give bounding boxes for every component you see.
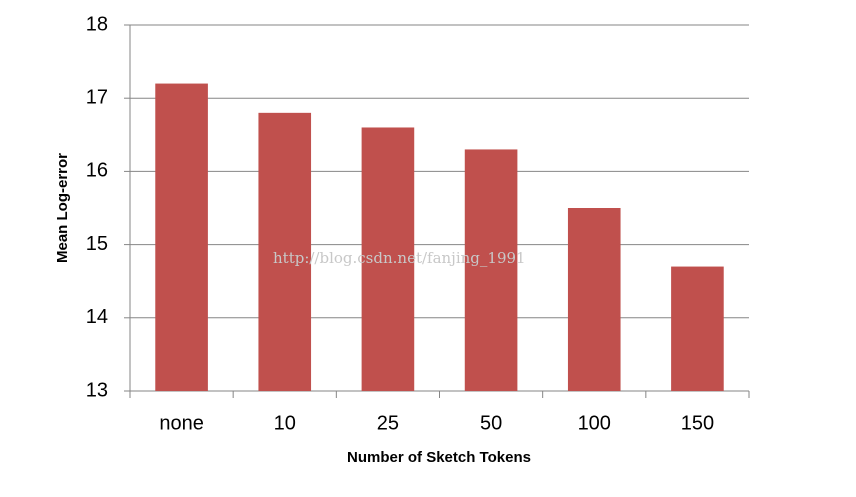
y-tick-label: 17 (86, 86, 108, 108)
bar (361, 127, 415, 391)
bar (155, 83, 208, 391)
x-axis-title: Number of Sketch Tokens (347, 449, 531, 466)
x-tick-label: 100 (578, 412, 611, 434)
x-tick-label: 10 (274, 412, 296, 434)
y-tick-label: 14 (86, 306, 108, 328)
y-tick-label: 18 (86, 13, 108, 35)
x-tick-label: 150 (681, 412, 714, 434)
watermark: http://blog.csdn.net/fanjing_1991 (273, 249, 526, 267)
y-tick-label: 16 (86, 160, 108, 182)
bar (567, 208, 621, 391)
bar (464, 149, 518, 391)
x-tick-label: none (159, 412, 204, 434)
y-tick-label: 13 (86, 379, 108, 401)
x-tick-label: 50 (480, 412, 502, 434)
bar (258, 112, 312, 391)
x-tick-label: 25 (377, 412, 399, 434)
y-tick-label: 15 (86, 233, 108, 255)
bar (671, 266, 724, 391)
y-axis-title: Mean Log-error (54, 153, 71, 263)
